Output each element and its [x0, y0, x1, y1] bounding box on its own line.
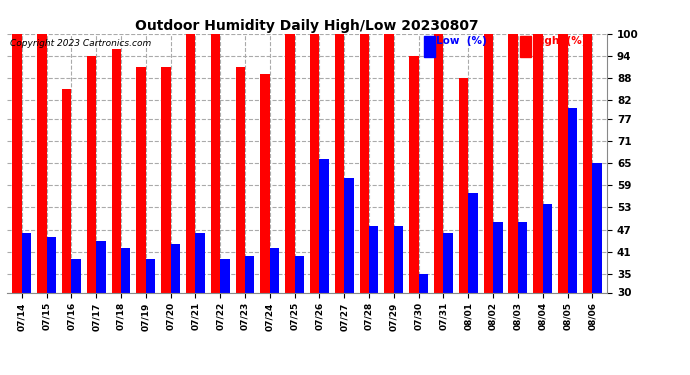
Bar [469, 193, 477, 292]
Bar [369, 226, 379, 292]
Bar [384, 34, 394, 292]
FancyBboxPatch shape [424, 36, 435, 57]
Bar [583, 34, 592, 292]
Text: Copyright 2023 Cartronics.com: Copyright 2023 Cartronics.com [10, 39, 151, 48]
Bar [344, 178, 354, 292]
Bar [146, 259, 155, 292]
Bar [161, 67, 170, 292]
Bar [359, 34, 369, 292]
Bar [434, 34, 444, 292]
Bar [121, 248, 130, 292]
Bar [592, 163, 602, 292]
Bar [295, 255, 304, 292]
Bar [285, 34, 295, 292]
Bar [87, 56, 96, 292]
Bar [310, 34, 319, 292]
Bar [567, 108, 577, 292]
Bar [220, 259, 230, 292]
Bar [47, 237, 56, 292]
Bar [484, 34, 493, 292]
Bar [245, 255, 255, 292]
Text: Low  (%): Low (%) [436, 36, 487, 46]
Bar [543, 204, 552, 292]
Bar [509, 34, 518, 292]
Title: Outdoor Humidity Daily High/Low 20230807: Outdoor Humidity Daily High/Low 20230807 [135, 19, 479, 33]
Bar [558, 34, 567, 292]
Bar [211, 34, 220, 292]
Bar [112, 48, 121, 292]
Bar [37, 34, 47, 292]
Bar [518, 222, 527, 292]
Bar [235, 67, 245, 292]
Bar [186, 34, 195, 292]
Bar [493, 222, 502, 292]
Bar [409, 56, 419, 292]
Bar [270, 248, 279, 292]
Bar [195, 233, 205, 292]
Bar [260, 74, 270, 292]
Bar [12, 34, 22, 292]
Bar [22, 233, 31, 292]
Bar [62, 89, 71, 292]
Bar [137, 67, 146, 292]
Bar [394, 226, 403, 292]
Bar [335, 34, 344, 292]
Bar [170, 244, 180, 292]
Bar [96, 241, 106, 292]
Bar [319, 159, 329, 292]
Bar [419, 274, 428, 292]
Bar [444, 233, 453, 292]
Bar [459, 78, 469, 292]
Bar [71, 259, 81, 292]
Bar [533, 34, 543, 292]
Text: High  (%): High (%) [532, 36, 586, 46]
FancyBboxPatch shape [520, 36, 531, 57]
